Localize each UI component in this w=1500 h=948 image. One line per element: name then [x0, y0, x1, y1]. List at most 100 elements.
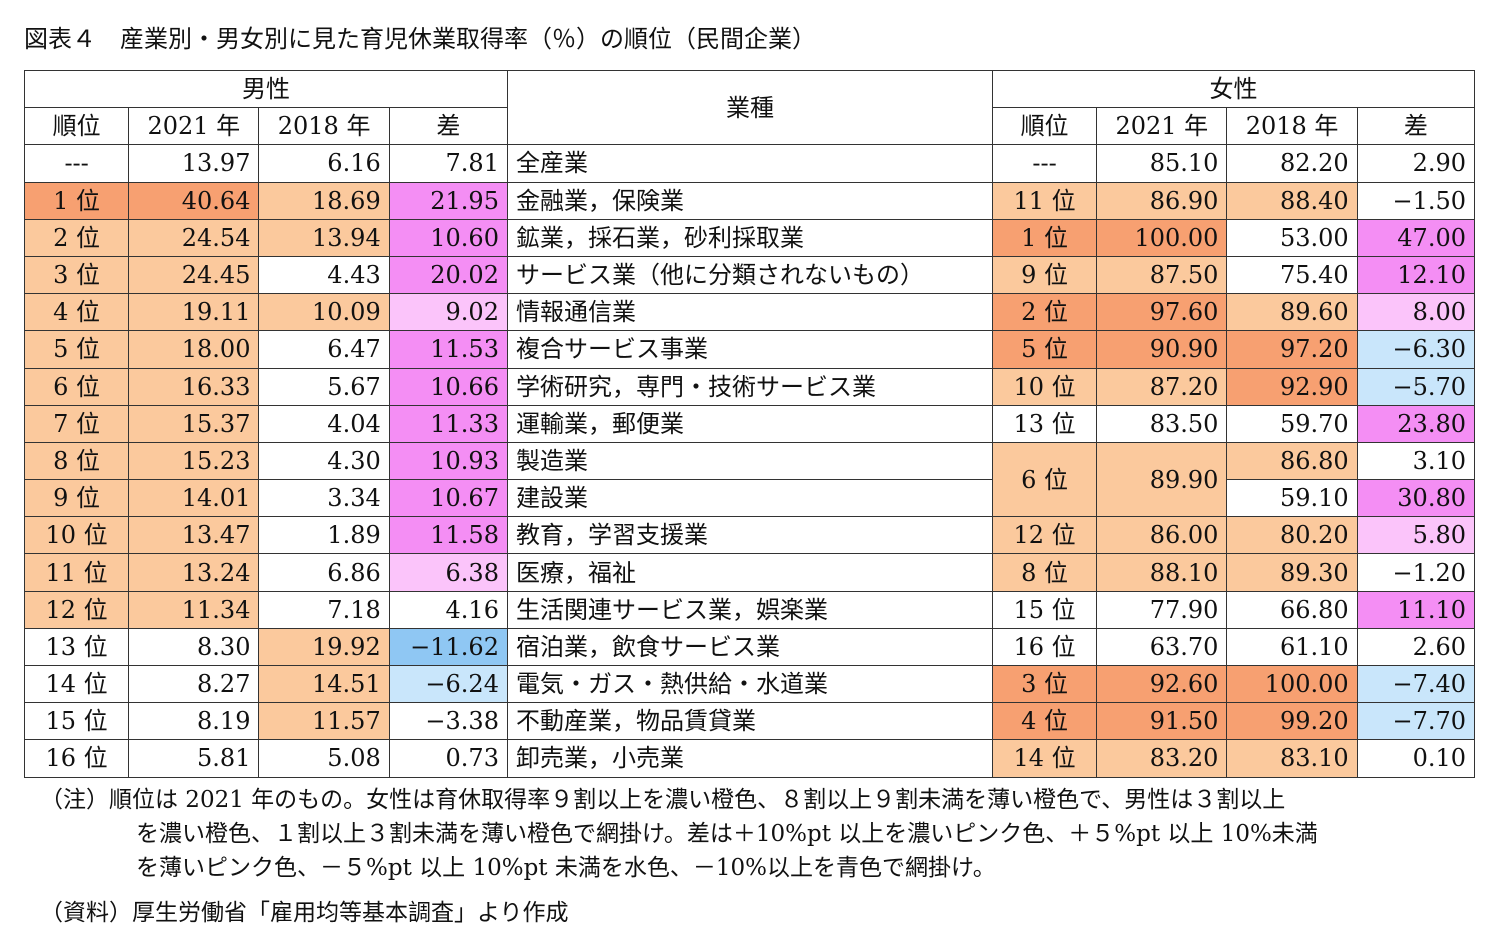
industry-cell: 鉱業，採石業，砂利採取業 [506, 218, 993, 257]
female-2021-cell: 87.20 [1096, 367, 1228, 406]
male-rank-cell: 8 位 [23, 441, 130, 481]
female-diff-cell: 3.10 [1356, 441, 1476, 481]
male-rank-cell: 1 位 [23, 181, 130, 220]
table-row: 14 位 8.27 14.51 −6.24 電気・ガス・熱供給・水道業 3 位 92.60 1… [23, 664, 1476, 704]
note-line-1: （注）順位は 2021 年のもの。女性は育休取得率９割以上を濃い橙色、８割以上９… [40, 787, 1286, 813]
female-rank-cell: 6 位 [991, 441, 1098, 518]
male-2018-cell: 5.08 [258, 739, 390, 778]
male-diff-cell: 10.67 [388, 479, 508, 518]
male-2021-cell: 15.23 [128, 441, 260, 481]
female-2018-cell: 97.20 [1226, 330, 1358, 369]
male-rank-header: 順位 [23, 107, 130, 146]
female-diff-cell: 30.80 [1356, 479, 1476, 518]
male-diff-cell: 20.02 [388, 255, 508, 295]
male-diff-cell: 21.95 [388, 181, 508, 220]
female-2018-cell: 89.30 [1226, 553, 1358, 592]
male-2021-cell: 19.11 [128, 293, 260, 332]
female-2018-cell: 53.00 [1226, 218, 1358, 257]
female-2018-cell: 59.10 [1226, 479, 1358, 518]
female-rank-cell: 14 位 [991, 739, 1098, 778]
female-diff-cell: −1.20 [1356, 553, 1476, 592]
table-row: 12 位 11.34 7.18 4.16 生活関連サービス業，娯楽業 15 位 77.90 6… [23, 590, 1476, 629]
industry-cell: 教育，学習支援業 [506, 516, 993, 555]
female-2021-cell: 100.00 [1096, 218, 1228, 257]
table-row: 5 位 18.00 6.47 11.53 複合サービス事業 5 位 90.90 97.20 −6… [23, 330, 1476, 369]
female-diff-cell: −5.70 [1356, 367, 1476, 406]
male-rank-cell: 2 位 [23, 218, 130, 257]
industry-header: 業種 [506, 69, 993, 146]
female-rank-cell: 12 位 [991, 516, 1098, 555]
male-rank-cell: 10 位 [23, 516, 130, 555]
industry-cell: 運輸業，郵便業 [506, 404, 993, 443]
male-diff-cell: 0.73 [388, 739, 508, 778]
male-2018-header: 2018 年 [258, 107, 390, 146]
male-2018-cell: 14.51 [258, 664, 390, 704]
male-2018-cell: 7.18 [258, 590, 390, 629]
female-diff-cell: 2.60 [1356, 627, 1476, 667]
table-row: 11 位 13.24 6.86 6.38 医療，福祉 8 位 88.10 89.30 −1.20 [23, 553, 1476, 592]
female-2021-cell: 83.50 [1096, 404, 1228, 443]
female-2018-cell: 75.40 [1226, 255, 1358, 295]
female-rank-cell: 9 位 [991, 255, 1098, 295]
male-2018-cell: 19.92 [258, 627, 390, 667]
female-rank-header: 順位 [991, 107, 1098, 146]
male-diff-cell: 10.60 [388, 218, 508, 257]
male-2018-cell: 3.34 [258, 479, 390, 518]
female-2018-cell: 80.20 [1226, 516, 1358, 555]
table-row: 15 位 8.19 11.57 −3.38 不動産業，物品賃貸業 4 位 91.50 99.2… [23, 702, 1476, 741]
male-rank-cell: --- [23, 144, 130, 183]
industry-cell: 学術研究，専門・技術サービス業 [506, 367, 993, 406]
male-2018-cell: 13.94 [258, 218, 390, 257]
table-row: 16 位 5.81 5.08 0.73 卸売業，小売業 14 位 83.20 83.10 0.1… [23, 739, 1476, 778]
male-rank-cell: 15 位 [23, 702, 130, 741]
male-2021-cell: 14.01 [128, 479, 260, 518]
male-diff-cell: 11.58 [388, 516, 508, 555]
male-2021-cell: 13.24 [128, 553, 260, 592]
male-diff-cell: 11.33 [388, 404, 508, 443]
male-2018-cell: 4.04 [258, 404, 390, 443]
male-rank-cell: 14 位 [23, 664, 130, 704]
male-2021-cell: 8.27 [128, 664, 260, 704]
male-2021-cell: 8.30 [128, 627, 260, 667]
industry-cell: 宿泊業，飲食サービス業 [506, 627, 993, 667]
female-diff-cell: −6.30 [1356, 330, 1476, 369]
industry-cell: 電気・ガス・熱供給・水道業 [506, 664, 993, 704]
male-2021-cell: 11.34 [128, 590, 260, 629]
female-diff-cell: 2.90 [1356, 144, 1476, 183]
female-2018-header: 2018 年 [1226, 107, 1358, 146]
industry-cell: 建設業 [506, 479, 993, 518]
male-2018-cell: 11.57 [258, 702, 390, 741]
female-diff-cell: −7.70 [1356, 702, 1476, 741]
note-line-3: を薄いピンク色、－５%pt 以上 10%pt 未満を水色、－10%以上を青色で網… [136, 855, 996, 881]
female-rank-cell: 8 位 [991, 553, 1098, 592]
female-2021-cell: 77.90 [1096, 590, 1228, 629]
female-2021-cell: 83.20 [1096, 739, 1228, 778]
female-diff-cell: −7.40 [1356, 664, 1476, 704]
male-2018-cell: 4.30 [258, 441, 390, 481]
male-diff-cell: −3.38 [388, 702, 508, 741]
female-rank-cell: 2 位 [991, 293, 1098, 332]
industry-cell: 情報通信業 [506, 293, 993, 332]
male-rank-cell: 6 位 [23, 367, 130, 406]
male-rank-cell: 7 位 [23, 404, 130, 443]
male-rank-cell: 13 位 [23, 627, 130, 667]
female-rank-cell: 13 位 [991, 404, 1098, 443]
female-2018-cell: 89.60 [1226, 293, 1358, 332]
male-2018-cell: 5.67 [258, 367, 390, 406]
table-row: 1 位 40.64 18.69 21.95 金融業，保険業 11 位 86.90 88.40−… [23, 181, 1476, 220]
female-2021-cell: 97.60 [1096, 293, 1228, 332]
female-rank-cell: 1 位 [991, 218, 1098, 257]
male-2021-cell: 24.54 [128, 218, 260, 257]
industry-cell: 製造業 [506, 441, 993, 481]
female-2021-cell: 89.90 [1096, 441, 1228, 518]
female-diff-cell: 12.10 [1356, 255, 1476, 295]
male-diff-cell: 9.02 [388, 293, 508, 332]
female-2018-cell: 82.20 [1226, 144, 1358, 183]
female-rank-cell: 11 位 [991, 181, 1098, 220]
male-rank-cell: 11 位 [23, 553, 130, 592]
female-2021-cell: 86.90 [1096, 181, 1228, 220]
female-2021-cell: 87.50 [1096, 255, 1228, 295]
industry-cell: 全産業 [506, 144, 993, 183]
male-2018-cell: 4.43 [258, 255, 390, 295]
female-diff-cell: 8.00 [1356, 293, 1476, 332]
